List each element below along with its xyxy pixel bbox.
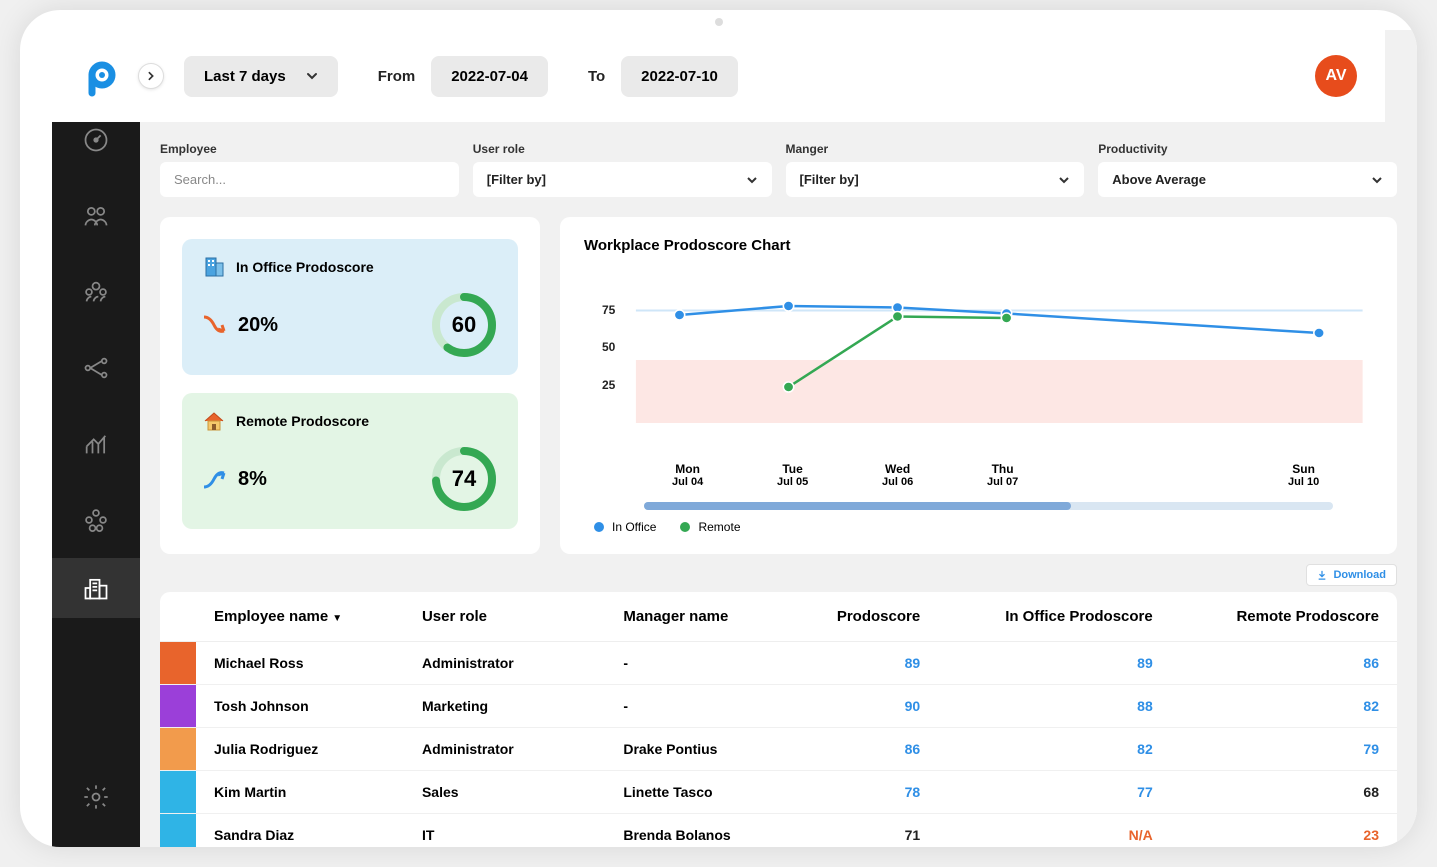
- sidebar-item-network[interactable]: [76, 348, 116, 388]
- col-manager-name[interactable]: Manager name: [605, 592, 787, 642]
- col-prodoscore[interactable]: Prodoscore: [787, 592, 938, 642]
- from-date-picker[interactable]: 2022-07-04: [431, 56, 548, 97]
- building-icon: [202, 255, 226, 279]
- sidebar-item-analytics[interactable]: [76, 424, 116, 464]
- legend-dot-office: [594, 522, 604, 532]
- chart-x-axis: MonJul 04 TueJul 05 WedJul 06 ThuJul 07 SunJ…: [584, 458, 1373, 494]
- to-label: To: [588, 68, 605, 85]
- user-role-filter-label: User role: [473, 142, 772, 156]
- trend-up-icon: [202, 467, 230, 491]
- employee-search-input[interactable]: Search...: [160, 162, 459, 197]
- sidebar-item-workplace[interactable]: [52, 558, 140, 618]
- chevron-down-icon: [746, 174, 758, 186]
- chart-title: Workplace Prodoscore Chart: [584, 237, 1373, 254]
- sidebar-item-apps[interactable]: [76, 500, 116, 540]
- app-logo: [80, 55, 122, 97]
- manager-filter-select[interactable]: [Filter by]: [786, 162, 1085, 197]
- x-tick-label: SunJul 10: [1288, 462, 1319, 488]
- trend-down-icon: [202, 313, 230, 337]
- productivity-filter-select[interactable]: Above Average: [1098, 162, 1397, 197]
- sidebar-item-dashboard[interactable]: [76, 120, 116, 160]
- x-tick-label: TueJul 05: [777, 462, 808, 488]
- legend-label-remote: Remote: [698, 520, 740, 534]
- table-row[interactable]: Kim MartinSalesLinette Tasco787768: [160, 771, 1397, 814]
- in-office-gauge: 60: [430, 291, 498, 359]
- y-tick-label: 50: [602, 340, 615, 354]
- col-user-role[interactable]: User role: [404, 592, 605, 642]
- sidebar-toggle-button[interactable]: [138, 63, 164, 89]
- sort-caret-icon: ▼: [332, 613, 342, 624]
- in-office-title: In Office Prodoscore: [236, 259, 374, 275]
- device-camera: [715, 18, 723, 26]
- download-icon: [1317, 570, 1327, 580]
- remote-score: 74: [452, 466, 476, 492]
- col-employee-name[interactable]: Employee name▼: [196, 592, 404, 642]
- employee-filter-label: Employee: [160, 142, 459, 156]
- date-range-selector[interactable]: Last 7 days: [184, 56, 338, 97]
- y-tick-label: 25: [602, 378, 615, 392]
- y-tick-label: 75: [602, 303, 615, 317]
- remote-trend-pct: 8%: [238, 468, 267, 491]
- user-role-filter-select[interactable]: [Filter by]: [473, 162, 772, 197]
- user-avatar[interactable]: AV: [1315, 55, 1357, 97]
- chart-plot-area: 25 50 75: [584, 268, 1373, 458]
- chart-legend: In Office Remote: [584, 520, 1373, 534]
- workplace-chart-card: Workplace Prodoscore Chart 25 50 75 MonJul…: [560, 217, 1397, 554]
- x-tick-label: ThuJul 07: [987, 462, 1018, 488]
- legend-label-office: In Office: [612, 520, 656, 534]
- sidebar-item-users[interactable]: [76, 196, 116, 236]
- sidebar-item-settings[interactable]: [76, 777, 116, 817]
- x-tick-label: MonJul 04: [672, 462, 703, 488]
- chevron-down-icon: [1371, 174, 1383, 186]
- legend-dot-remote: [680, 522, 690, 532]
- x-tick-label: WedJul 06: [882, 462, 913, 488]
- chart-scrollbar-thumb[interactable]: [644, 502, 1071, 510]
- chevron-down-icon: [306, 70, 318, 82]
- chart-scrollbar[interactable]: [644, 502, 1333, 510]
- score-cards-panel: In Office Prodoscore 20% 60: [160, 217, 540, 554]
- remote-score-card: Remote Prodoscore 8% 74: [182, 393, 518, 529]
- in-office-score-card: In Office Prodoscore 20% 60: [182, 239, 518, 375]
- sidebar: [52, 102, 140, 847]
- table-row[interactable]: Julia RodriguezAdministratorDrake Pontiu…: [160, 728, 1397, 771]
- from-label: From: [378, 68, 416, 85]
- productivity-filter-label: Productivity: [1098, 142, 1397, 156]
- employee-table: Employee name▼ User role Manager name Pr…: [160, 592, 1397, 847]
- table-row[interactable]: Tosh JohnsonMarketing-908882: [160, 685, 1397, 728]
- house-icon: [202, 409, 226, 433]
- download-button[interactable]: Download: [1306, 564, 1397, 586]
- date-range-label: Last 7 days: [204, 68, 286, 85]
- remote-gauge: 74: [430, 445, 498, 513]
- table-row[interactable]: Sandra DiazITBrenda Bolanos71N/A23: [160, 814, 1397, 848]
- manager-filter-label: Manger: [786, 142, 1085, 156]
- col-in-office-prodoscore[interactable]: In Office Prodoscore: [938, 592, 1171, 642]
- topbar: Last 7 days From 2022-07-04 To 2022-07-1…: [52, 30, 1385, 122]
- remote-title: Remote Prodoscore: [236, 413, 369, 429]
- col-remote-prodoscore[interactable]: Remote Prodoscore: [1171, 592, 1397, 642]
- table-row[interactable]: Michael RossAdministrator-898986: [160, 642, 1397, 685]
- filters-row: Employee Search... User role [Filter by]…: [160, 142, 1397, 197]
- to-date-picker[interactable]: 2022-07-10: [621, 56, 738, 97]
- in-office-trend-pct: 20%: [238, 314, 278, 337]
- in-office-score: 60: [452, 312, 476, 338]
- chevron-down-icon: [1058, 174, 1070, 186]
- sidebar-item-teams[interactable]: [76, 272, 116, 312]
